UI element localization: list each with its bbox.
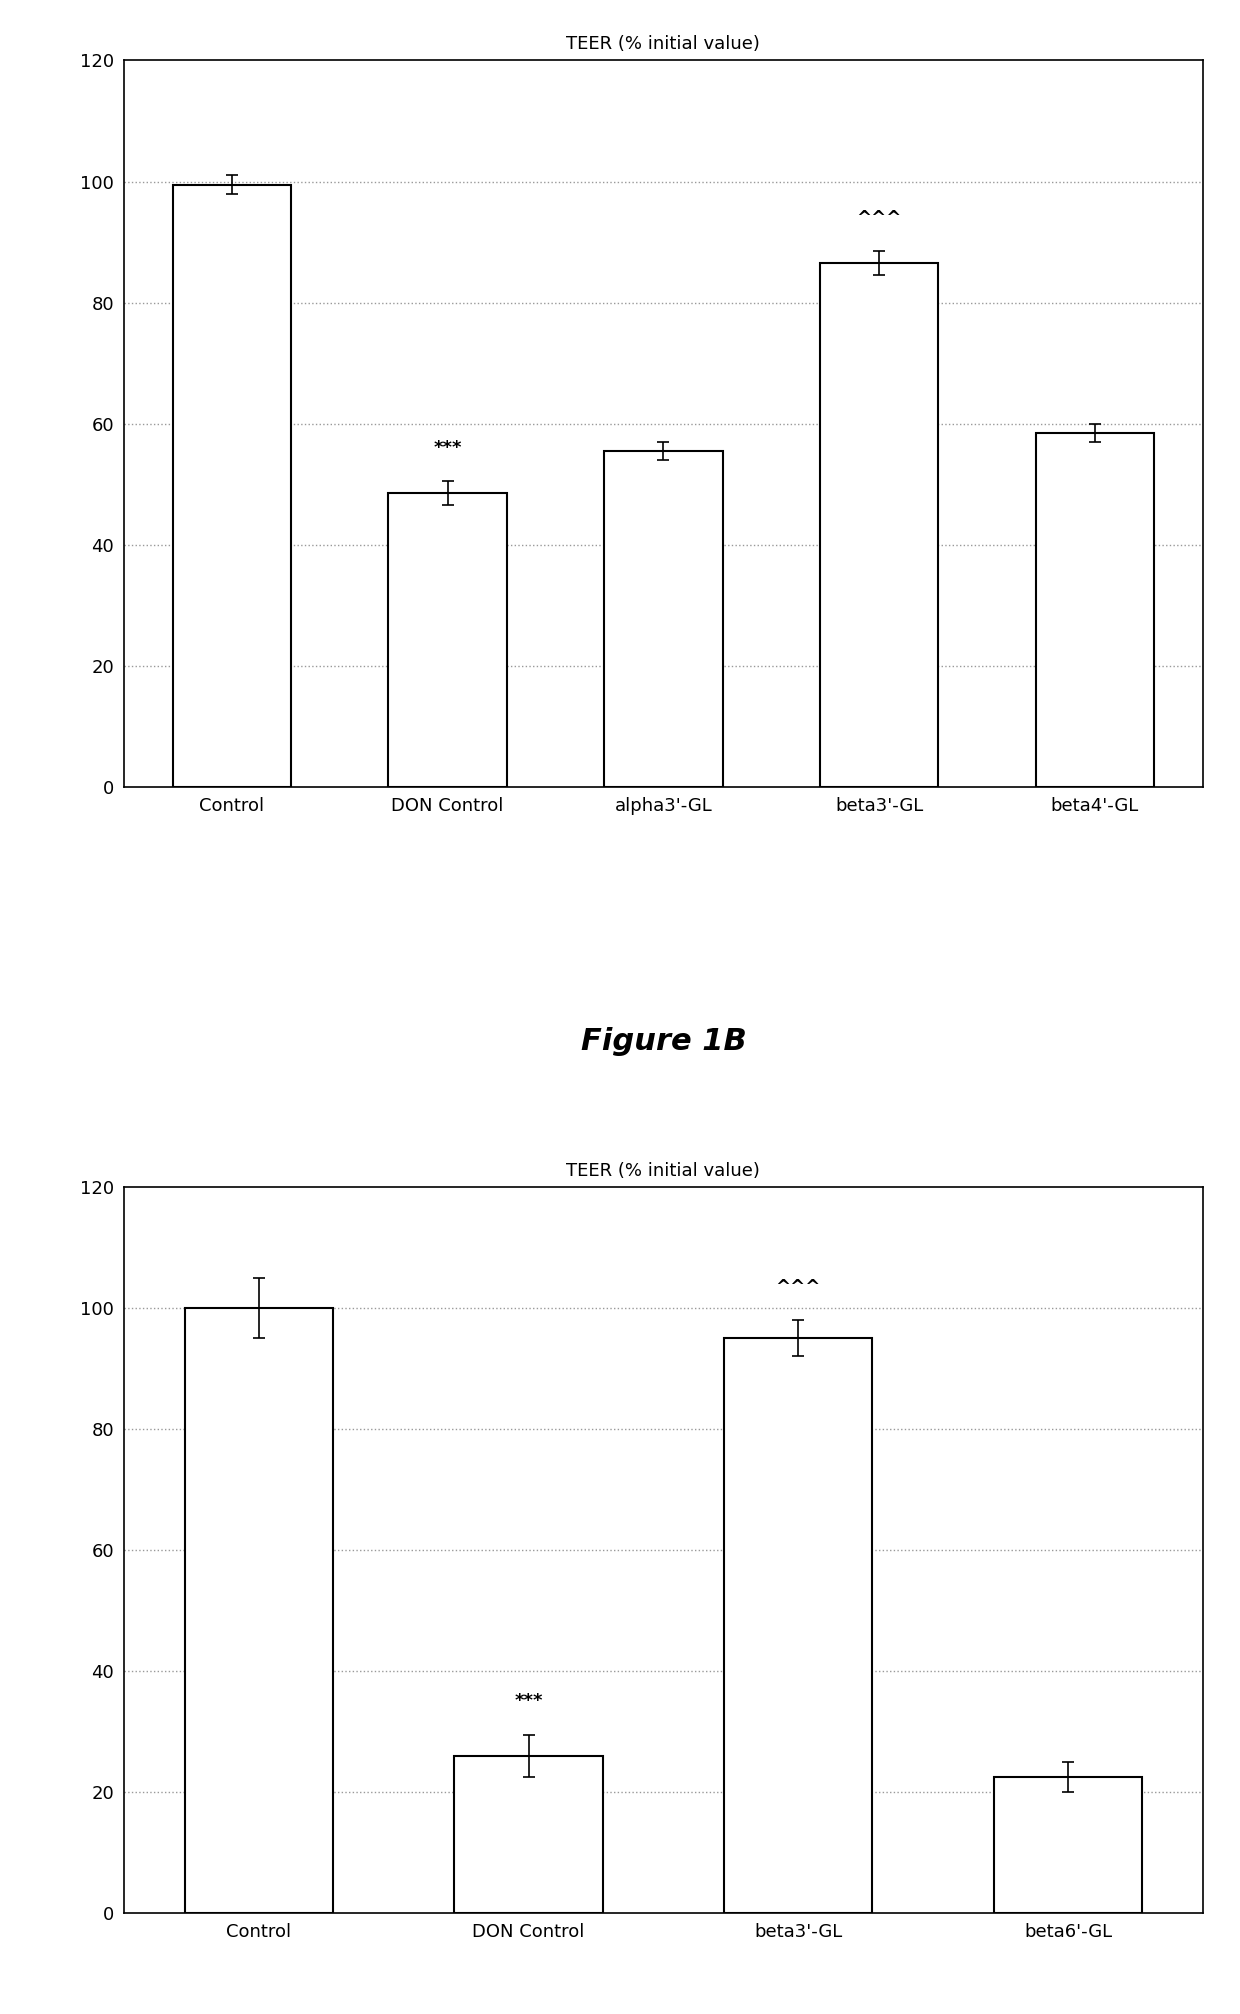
Title: TEER (% initial value): TEER (% initial value) xyxy=(567,36,760,52)
Bar xyxy=(454,1756,603,1913)
Bar xyxy=(604,451,723,787)
Text: ***: *** xyxy=(515,1692,543,1710)
Bar xyxy=(724,1337,873,1913)
Text: ^^^: ^^^ xyxy=(775,1277,821,1295)
Text: ^^^: ^^^ xyxy=(857,209,901,228)
Bar xyxy=(820,264,939,787)
Bar xyxy=(172,185,291,787)
Title: TEER (% initial value): TEER (% initial value) xyxy=(567,1162,760,1180)
Bar xyxy=(993,1776,1142,1913)
Text: ***: *** xyxy=(434,439,461,457)
Bar xyxy=(1035,433,1154,787)
Text: Figure 1B: Figure 1B xyxy=(580,1027,746,1055)
Bar xyxy=(185,1307,334,1913)
Bar xyxy=(388,493,507,787)
